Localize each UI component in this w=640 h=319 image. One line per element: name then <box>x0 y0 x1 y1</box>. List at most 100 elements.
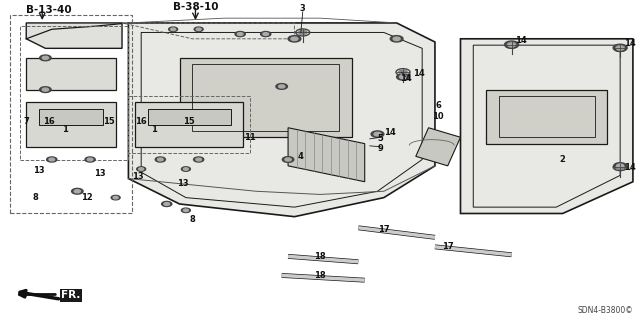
Circle shape <box>164 203 170 205</box>
Polygon shape <box>39 109 103 124</box>
Circle shape <box>196 158 202 161</box>
Polygon shape <box>26 102 116 147</box>
Circle shape <box>371 131 384 137</box>
Text: 14: 14 <box>401 74 412 83</box>
Polygon shape <box>129 23 435 217</box>
Circle shape <box>616 46 625 50</box>
Circle shape <box>40 87 51 93</box>
Text: 1: 1 <box>151 125 157 134</box>
Circle shape <box>72 189 83 194</box>
Polygon shape <box>486 90 607 144</box>
Circle shape <box>184 168 188 170</box>
Polygon shape <box>135 102 243 147</box>
Text: 13: 13 <box>33 166 45 175</box>
Circle shape <box>196 28 201 31</box>
Circle shape <box>113 197 118 199</box>
Circle shape <box>237 33 243 35</box>
Text: 14: 14 <box>624 163 636 172</box>
Circle shape <box>260 32 271 37</box>
Text: 11: 11 <box>244 133 255 142</box>
Text: 7: 7 <box>24 117 29 126</box>
Circle shape <box>614 45 627 51</box>
Text: 5: 5 <box>378 134 383 143</box>
Circle shape <box>181 208 190 212</box>
Circle shape <box>42 56 49 59</box>
Text: B-38-10: B-38-10 <box>173 2 219 12</box>
Text: 13: 13 <box>132 173 144 182</box>
Circle shape <box>171 28 175 31</box>
Polygon shape <box>288 128 365 182</box>
Text: 3: 3 <box>300 4 306 13</box>
Circle shape <box>374 132 381 136</box>
Text: 15: 15 <box>183 117 195 126</box>
Polygon shape <box>416 128 461 166</box>
Text: FR.: FR. <box>61 290 81 300</box>
Circle shape <box>298 30 307 34</box>
Text: B-13-40: B-13-40 <box>26 5 72 15</box>
Text: 6: 6 <box>435 101 441 110</box>
Text: 14: 14 <box>385 128 396 137</box>
Circle shape <box>42 88 49 91</box>
Text: 14: 14 <box>624 39 636 48</box>
Text: 16: 16 <box>135 117 147 126</box>
Text: 1: 1 <box>61 125 67 134</box>
Circle shape <box>508 43 515 47</box>
Circle shape <box>288 36 301 42</box>
Circle shape <box>616 47 623 50</box>
Circle shape <box>399 70 407 74</box>
Circle shape <box>276 84 287 89</box>
Circle shape <box>111 196 120 200</box>
Bar <box>20 26 129 160</box>
Circle shape <box>291 37 298 41</box>
Circle shape <box>85 157 95 162</box>
Text: 8: 8 <box>189 215 195 224</box>
Text: 14: 14 <box>413 69 425 78</box>
Circle shape <box>285 158 291 161</box>
Circle shape <box>156 157 166 162</box>
Circle shape <box>390 36 403 42</box>
Circle shape <box>74 190 81 193</box>
Text: 13: 13 <box>177 179 189 188</box>
Circle shape <box>393 37 400 41</box>
Circle shape <box>184 209 188 211</box>
Circle shape <box>282 157 294 162</box>
Text: 18: 18 <box>314 271 326 280</box>
Text: 8: 8 <box>33 193 38 202</box>
Circle shape <box>278 85 285 88</box>
Text: 16: 16 <box>43 117 54 126</box>
Circle shape <box>49 158 54 161</box>
Text: 9: 9 <box>378 144 383 153</box>
Circle shape <box>40 55 51 61</box>
Text: 18: 18 <box>314 252 326 261</box>
Circle shape <box>616 165 625 169</box>
Text: 12: 12 <box>81 193 93 202</box>
Text: SDN4-B3800©: SDN4-B3800© <box>577 306 633 315</box>
Circle shape <box>194 27 203 32</box>
Text: 17: 17 <box>442 242 454 251</box>
Circle shape <box>193 157 204 162</box>
Circle shape <box>505 42 518 48</box>
Text: 4: 4 <box>298 152 304 161</box>
Circle shape <box>87 158 93 161</box>
Circle shape <box>397 74 410 80</box>
Circle shape <box>169 27 177 32</box>
Circle shape <box>235 32 245 37</box>
Bar <box>10 15 132 213</box>
Circle shape <box>263 33 269 35</box>
Circle shape <box>157 158 163 161</box>
Circle shape <box>614 163 627 169</box>
Text: 17: 17 <box>378 225 390 234</box>
Text: 2: 2 <box>560 155 566 164</box>
Circle shape <box>399 75 406 79</box>
Text: 14: 14 <box>515 36 527 45</box>
Circle shape <box>47 157 57 162</box>
Text: 13: 13 <box>94 169 106 178</box>
Circle shape <box>139 168 143 170</box>
Text: 15: 15 <box>104 117 115 126</box>
Circle shape <box>162 201 172 206</box>
Circle shape <box>137 167 146 171</box>
Polygon shape <box>26 23 122 48</box>
Polygon shape <box>148 109 230 124</box>
Polygon shape <box>26 58 116 90</box>
Polygon shape <box>179 58 352 137</box>
